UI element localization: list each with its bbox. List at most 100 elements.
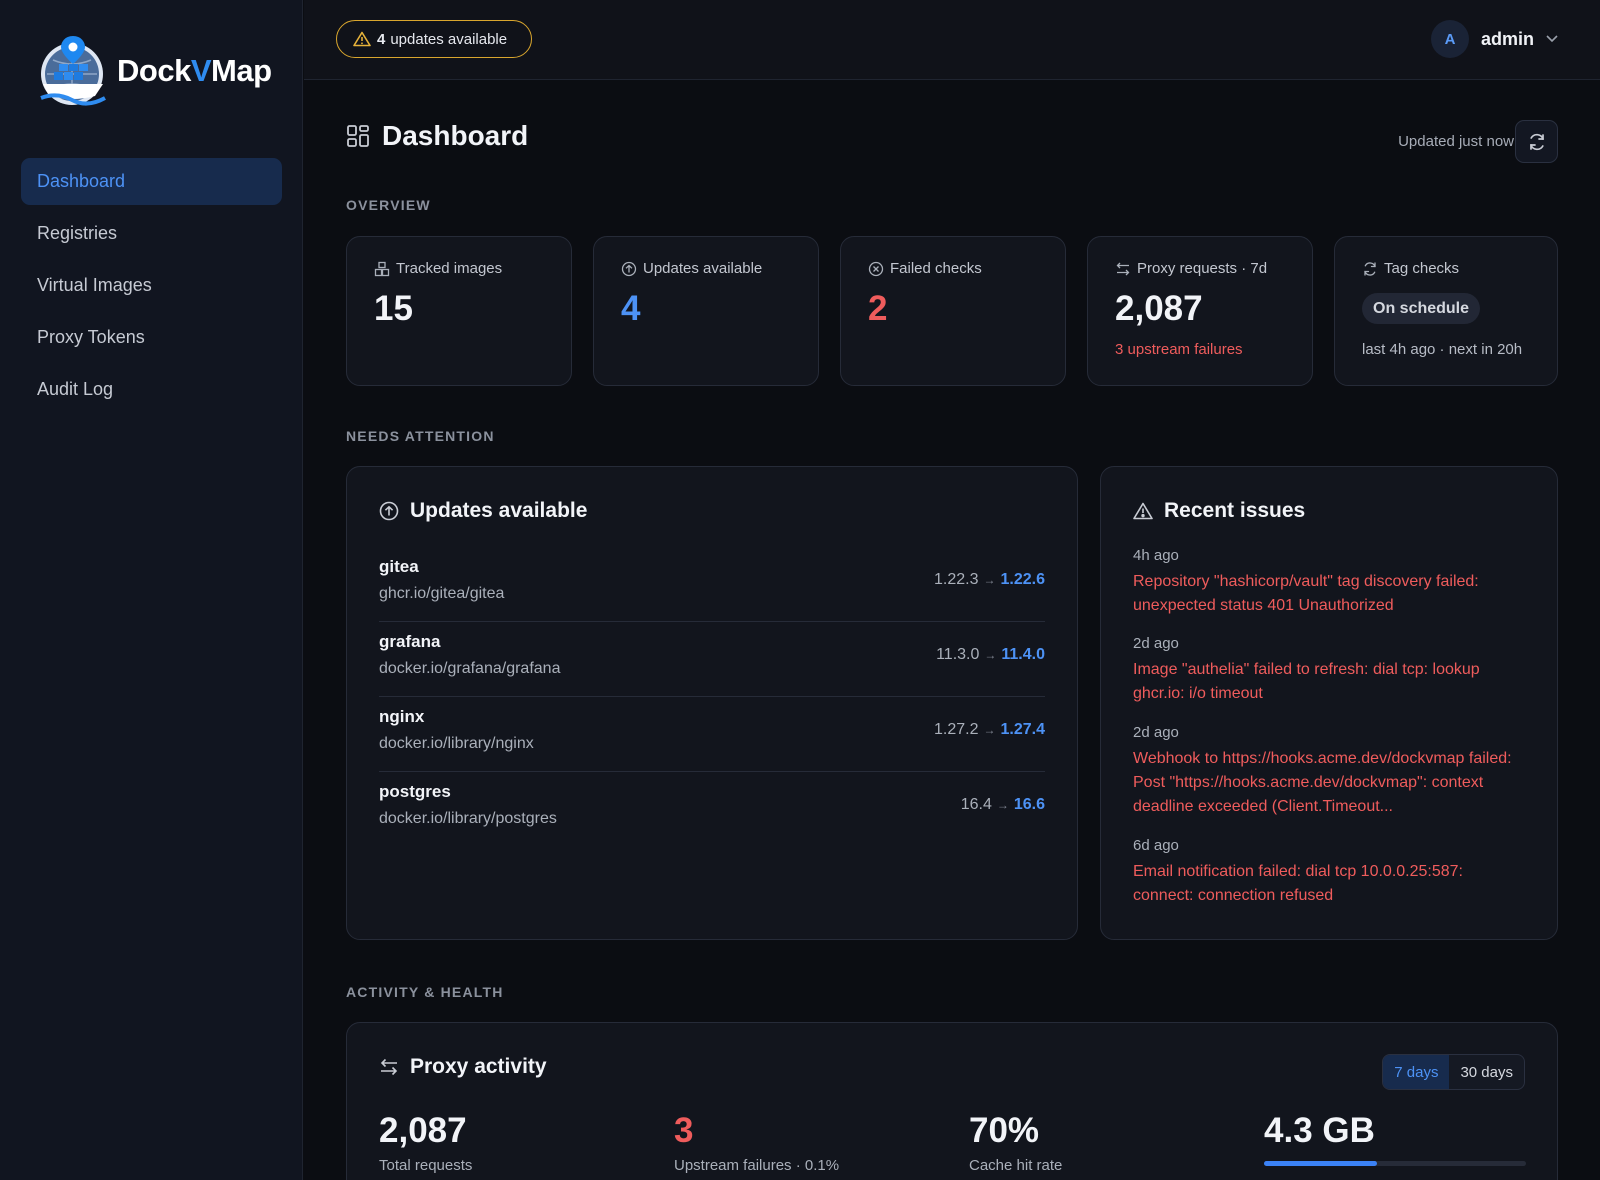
proxy-activity-title: Proxy activity: [379, 1055, 547, 1079]
issue-text: Repository "hashicorp/vault" tag discove…: [1133, 573, 1479, 614]
updates-available-pill[interactable]: 4 updates available: [336, 20, 532, 58]
swap-arrows-icon: [380, 1058, 398, 1076]
sidebar-item-audit-log[interactable]: Audit Log: [21, 366, 282, 413]
image-name: nginx: [379, 707, 425, 726]
stat-card-proxy-requests[interactable]: Proxy requests · 7d 2,087 3 upstream fai…: [1087, 236, 1313, 386]
stat-label: Updates available: [621, 260, 762, 277]
image-repo: docker.io/library/nginx: [379, 735, 534, 752]
version-from: 16.4: [960, 796, 992, 813]
image-name: grafana: [379, 632, 441, 651]
sidebar-item-registries[interactable]: Registries: [21, 210, 282, 257]
sidebar-item-dashboard[interactable]: Dashboard: [21, 158, 282, 205]
stat-label: Proxy requests · 7d: [1115, 260, 1267, 277]
metric-value: 4.3 GB: [1264, 1111, 1375, 1150]
metric-value: 2,087: [379, 1111, 467, 1150]
sidebar-item-label: Audit Log: [37, 379, 114, 399]
updates-count: 4: [377, 30, 386, 48]
sidebar-item-label: Virtual Images: [37, 275, 152, 295]
app-name: DockVMap: [117, 53, 272, 88]
stat-card-tracked-images[interactable]: Tracked images 15: [346, 236, 572, 386]
section-needs-attention-label: NEEDS ATTENTION: [346, 428, 495, 444]
version-change: 11.3.0 → 11.4.0: [936, 646, 1045, 664]
sidebar-item-proxy-tokens[interactable]: Proxy Tokens: [21, 314, 282, 361]
username: admin: [1480, 28, 1534, 49]
stat-card-failed-checks[interactable]: Failed checks 2: [840, 236, 1066, 386]
stat-subtext: last 4h ago · next in 20h: [1362, 341, 1523, 358]
metric-value: 70%: [969, 1111, 1040, 1150]
sidebar-nav: Dashboard Registries Virtual Images Prox…: [21, 158, 282, 418]
stat-label: Tracked images: [374, 260, 502, 277]
panel-title-text: Proxy activity: [410, 1055, 547, 1078]
metric-label: Cache hit rate: [969, 1157, 1063, 1174]
refresh-button[interactable]: [1515, 120, 1558, 163]
page-title: Dashboard: [346, 120, 528, 152]
transfer-progress-fill: [1264, 1161, 1377, 1166]
dashboard-grid-icon: [347, 125, 369, 147]
metric-upstream-failures: 3 Upstream failures · 0.1%: [674, 1111, 839, 1174]
issue-text: Image "authelia" failed to refresh: dial…: [1133, 661, 1480, 702]
issue-item[interactable]: 2d ago Image "authelia" failed to refres…: [1133, 635, 1523, 706]
update-row-gitea[interactable]: gitea ghcr.io/gitea/gitea 1.22.3 → 1.22.6: [379, 547, 1045, 622]
avatar: A: [1430, 20, 1469, 58]
stat-label: Failed checks: [868, 260, 982, 277]
issue-text: Webhook to https://hooks.acme.dev/dockvm…: [1133, 750, 1512, 815]
update-row-grafana[interactable]: grafana docker.io/grafana/grafana 11.3.0…: [379, 622, 1045, 697]
issue-text: Email notification failed: dial tcp 10.0…: [1133, 863, 1463, 904]
issue-item[interactable]: 2d ago Webhook to https://hooks.acme.dev…: [1133, 724, 1523, 819]
issue-item[interactable]: 4h ago Repository "hashicorp/vault" tag …: [1133, 547, 1523, 618]
user-menu[interactable]: A admin: [1430, 20, 1558, 58]
stat-label-text: Tag checks: [1384, 260, 1460, 277]
range-option-30-days[interactable]: 30 days: [1460, 1063, 1513, 1081]
metric-total-requests: 2,087 Total requests: [379, 1111, 472, 1174]
update-row-postgres[interactable]: postgres docker.io/library/postgres 16.4…: [379, 772, 1045, 847]
stat-value: 15: [374, 289, 413, 328]
version-to: 1.27.4: [1000, 721, 1045, 738]
refresh-icon: [1529, 133, 1544, 150]
issue-time: 4h ago: [1133, 547, 1179, 564]
warning-icon: [353, 31, 371, 47]
sidebar: DockVMap Dashboard Registries Virtual Im…: [0, 0, 303, 1180]
chevron-down-icon: [1546, 35, 1558, 43]
range-toggle: 7 days 30 days: [1382, 1054, 1525, 1090]
swap-arrows-icon: [1116, 262, 1130, 275]
issue-item[interactable]: 6d ago Email notification failed: dial t…: [1133, 837, 1523, 908]
app-logo[interactable]: DockVMap: [37, 34, 272, 108]
transfer-progress-bar: [1264, 1161, 1526, 1166]
image-name: postgres: [379, 782, 451, 801]
page-header: Dashboard Updated just now: [346, 120, 1558, 164]
version-change: 1.22.3 → 1.22.6: [934, 571, 1045, 589]
issue-time: 2d ago: [1133, 724, 1179, 741]
update-row-nginx[interactable]: nginx docker.io/library/nginx 1.27.2 → 1.2…: [379, 697, 1045, 772]
stat-card-tag-checks[interactable]: Tag checks On schedule last 4h ago · nex…: [1334, 236, 1558, 386]
version-from: 1.27.2: [934, 721, 979, 738]
panel-title-text: Updates available: [410, 499, 588, 522]
arrow-right-icon: →: [983, 723, 996, 737]
version-from: 1.22.3: [934, 571, 979, 588]
stat-value: 2: [868, 289, 888, 328]
version-change: 16.4 → 16.6: [961, 796, 1045, 814]
image-repo: docker.io/grafana/grafana: [379, 660, 561, 677]
stat-card-updates-available[interactable]: Updates available 4: [593, 236, 819, 386]
updates-panel-title: Updates available: [379, 499, 587, 523]
recent-issues-title: Recent issues: [1133, 499, 1305, 523]
version-to: 11.4.0: [1001, 646, 1045, 663]
issue-time: 2d ago: [1133, 635, 1179, 652]
image-repo: ghcr.io/gitea/gitea: [379, 585, 505, 602]
version-to: 1.22.6: [1000, 571, 1045, 588]
metric-label: Total requests: [379, 1157, 473, 1174]
sidebar-item-label: Registries: [37, 223, 118, 243]
boxes-icon: [374, 261, 390, 276]
recent-issues-panel: Recent issues 4h ago Repository "hashico…: [1100, 466, 1558, 940]
status-badge: On schedule: [1362, 293, 1481, 324]
metric-value: 3: [674, 1111, 694, 1150]
stat-label-text: Proxy requests · 7d: [1137, 260, 1268, 277]
range-option-7-days[interactable]: 7 days: [1383, 1055, 1450, 1089]
metric-label: Upstream failures · 0.1%: [674, 1157, 840, 1174]
topbar: 4 updates available A admin: [304, 0, 1600, 80]
sidebar-item-virtual-images[interactable]: Virtual Images: [21, 262, 282, 309]
stat-subtext: 3 upstream failures: [1115, 341, 1243, 358]
stat-label-text: Tracked images: [396, 260, 503, 277]
arrow-right-icon: →: [983, 573, 996, 587]
version-to: 16.6: [1013, 796, 1045, 813]
sidebar-item-label: Dashboard: [37, 171, 126, 191]
